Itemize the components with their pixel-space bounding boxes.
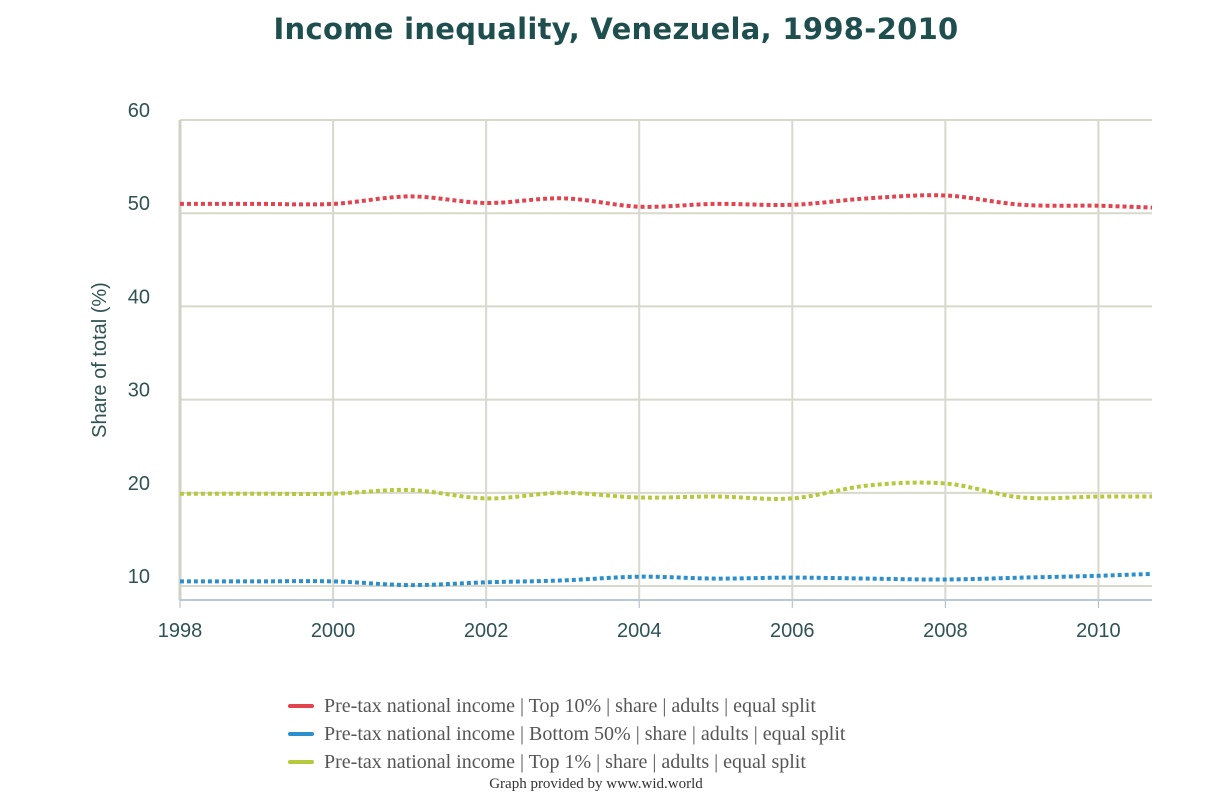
x-tick-label: 1998	[158, 620, 203, 642]
legend-label-top-1: Pre-tax national income | Top 1% | share…	[324, 750, 806, 773]
y-tick-label: 20	[128, 473, 150, 495]
legend-label-top-10: Pre-tax national income | Top 10% | shar…	[324, 694, 816, 717]
x-tick-labels: 1998 2000 2002 2004 2006 2008 2010	[158, 620, 1121, 642]
legend-item-top-10[interactable]: Pre-tax national income | Top 10% | shar…	[288, 692, 845, 720]
x-tick-label: 2002	[464, 620, 509, 642]
x-tick-label: 2004	[617, 620, 662, 642]
y-tick-label: 40	[128, 286, 150, 308]
credit-text: Graph provided by www.wid.world	[489, 776, 703, 792]
series-lines	[179, 193, 1153, 588]
y-tick-label: 30	[128, 380, 150, 402]
legend-item-bottom-50[interactable]: Pre-tax national income | Bottom 50% | s…	[288, 720, 845, 748]
x-tick-label: 2010	[1076, 620, 1121, 642]
y-tick-label: 50	[128, 193, 150, 215]
legend-label-bottom-50: Pre-tax national income | Bottom 50% | s…	[324, 722, 846, 745]
series-top-1-line	[179, 480, 1153, 501]
legend: Pre-tax national income | Top 10% | shar…	[288, 692, 845, 776]
y-tick-labels: 10 20 30 40 50 60	[128, 100, 150, 588]
y-tick-label: 10	[128, 566, 150, 588]
axes	[178, 120, 1152, 608]
legend-swatch-bottom-50	[288, 732, 314, 736]
series-bottom-50-line	[180, 571, 1153, 588]
y-axis-title: Share of total (%)	[89, 282, 111, 438]
series-top-10-line	[179, 193, 1153, 210]
x-tick-label: 2008	[923, 620, 968, 642]
grid	[179, 119, 1152, 600]
y-tick-label: 60	[128, 100, 150, 122]
legend-swatch-top-10	[288, 704, 314, 708]
legend-item-top-1[interactable]: Pre-tax national income | Top 1% | share…	[288, 748, 845, 776]
chart-title: Income inequality, Venezuela, 1998-2010	[273, 12, 959, 46]
x-tick-label: 2006	[770, 620, 815, 642]
legend-swatch-top-1	[288, 760, 314, 764]
line-chart: 10 20 30 40 50 60 1998 2000 2002 2004 2006 2008 201…	[89, 100, 1153, 642]
x-tick-label: 2000	[311, 620, 356, 642]
